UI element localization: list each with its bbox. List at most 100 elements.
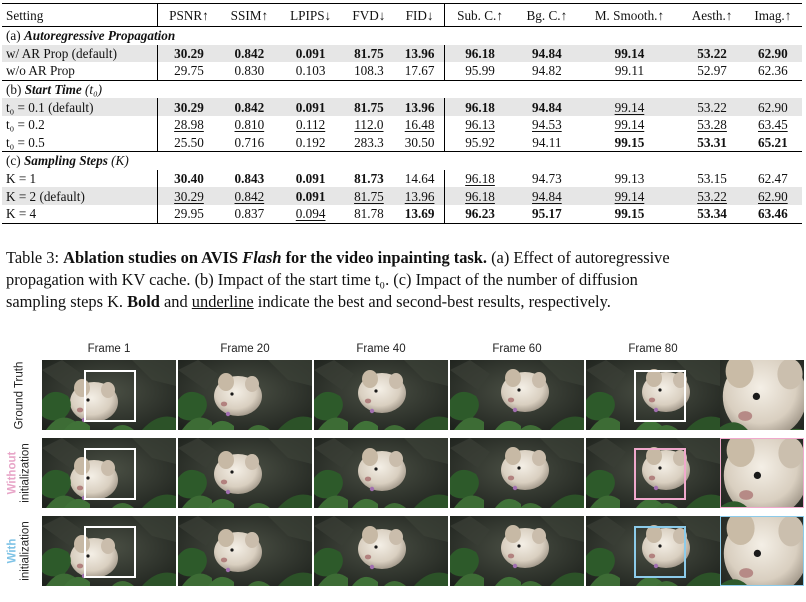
- table-cell: 13.96: [395, 98, 445, 116]
- cell-value: 94.84: [532, 45, 562, 61]
- table-cell: 95.17: [515, 205, 578, 223]
- cell-value: 99.15: [614, 206, 645, 222]
- table-cell: 99.14: [578, 98, 681, 116]
- table-row: K = 2 (default) 30.29 0.842 0.091 81.75 13.96…: [2, 187, 802, 205]
- cell-value: 0.112: [296, 117, 326, 133]
- table-cell: 108.3: [343, 62, 396, 80]
- caption-text-1: (a) Effect of autoregressive: [487, 248, 670, 267]
- column-header: LPIPS↓: [290, 7, 332, 23]
- cell-value: 96.23: [465, 206, 495, 222]
- table-cell: 94.11: [515, 134, 578, 152]
- column-header: PSNR↑: [156, 3, 220, 27]
- table-cell: 283.3: [343, 134, 396, 152]
- cell-value: 0.716: [234, 134, 265, 150]
- table-cell: 0.842: [219, 98, 279, 116]
- table-cell: 0.843: [220, 170, 279, 188]
- table-cell: 53.31: [680, 134, 743, 152]
- table-cell: 81.73: [343, 170, 396, 188]
- cell-value: 0.091: [295, 188, 326, 204]
- cell-value: 96.13: [465, 117, 495, 133]
- cell-value: 96.18: [465, 171, 495, 187]
- table-cell: 112.0: [343, 116, 396, 134]
- cell-value: 0.810: [234, 117, 265, 133]
- table-cell: 94.84: [515, 44, 579, 63]
- cell-value: 0.094: [295, 206, 326, 222]
- cell-value: 62.90: [758, 188, 788, 204]
- table-cell: 28.98: [156, 115, 220, 134]
- table-row: t₀ = 0.5 25.50 0.716 0.192 283.3 30.50 95.92 94…: [2, 133, 802, 152]
- row-label-text: Ground Truth: [14, 361, 27, 429]
- table-cell: 53.34: [680, 205, 743, 223]
- table-cell: 95.92: [443, 133, 516, 152]
- table-cell: 95.99: [443, 62, 516, 81]
- cell-value: 13.96: [404, 99, 435, 115]
- cell-value: 62.36: [758, 63, 788, 79]
- section-title-prefix: (a): [6, 28, 24, 44]
- video-frame: [178, 438, 312, 508]
- section-title-emphasis: Autoregressive Propagation: [23, 28, 176, 44]
- row-setting: w/ AR Prop (default): [2, 44, 158, 63]
- table-cell: 63.46: [744, 205, 802, 223]
- column-header: Bg. C.↑: [526, 7, 568, 23]
- table-cell: 14.64: [395, 170, 444, 188]
- table-cell: 0.192: [279, 134, 343, 152]
- cell-value: 95.99: [465, 63, 495, 79]
- cell-value: 30.40: [174, 171, 204, 187]
- table-cell: 99.15: [578, 134, 680, 152]
- row-label-accent: With: [7, 538, 20, 564]
- frame-label: Frame 60: [492, 343, 542, 355]
- cell-value: 63.46: [758, 206, 788, 222]
- row-label-text: Without initialization: [7, 443, 33, 502]
- table-cell: 62.90: [743, 98, 802, 116]
- cell-value: 0.842: [234, 45, 265, 61]
- frame-label: Frame 80: [628, 343, 678, 355]
- table-cell: 0.716: [220, 134, 279, 152]
- table-cell: 53.22: [680, 187, 744, 205]
- caption-label: Table 3:: [6, 248, 64, 267]
- cell-value: 112.0: [354, 117, 384, 133]
- caption-title-emphasis: Flash: [242, 248, 282, 267]
- table-row: t₀ = 0.2 28.98 0.810 0.112 112.0 16.48 96.13 94…: [2, 115, 802, 134]
- video-frame: [586, 438, 720, 508]
- table-caption: Table 3: Ablation studies on AVIS Flash …: [6, 247, 806, 313]
- video-frame: [178, 360, 312, 430]
- section-header-row: (a) Autoregressive Propagation: [2, 26, 802, 45]
- table-cell: 0.091: [279, 170, 343, 188]
- cell-value: 94.53: [532, 117, 562, 133]
- cell-value: 99.15: [614, 134, 645, 150]
- table-cell: 17.67: [395, 62, 444, 80]
- table-cell: 29.95: [156, 204, 220, 224]
- zoom-region-box: [634, 448, 686, 500]
- cell-value: 53.28: [697, 117, 727, 133]
- cell-value: 0.091: [295, 171, 326, 187]
- column-header: Aesth.↑: [691, 7, 733, 23]
- caption-title: Ablation studies on AVIS: [63, 248, 243, 267]
- cell-value: 53.15: [697, 171, 727, 187]
- table-header-row: Setting PSNR↑ SSIM↑ LPIPS↓ FVD↓ FID↓ Sub. C.↑ B…: [2, 3, 802, 27]
- cell-value: 25.50: [174, 134, 204, 150]
- table-cell: 30.29: [156, 44, 220, 63]
- cell-value: 65.21: [758, 134, 788, 150]
- cell-value: 0.192: [295, 134, 326, 150]
- column-header: Setting: [6, 7, 44, 23]
- caption-title-end: for the video inpainting task.: [281, 248, 487, 267]
- cell-value: 0.830: [234, 63, 265, 79]
- table-cell: 96.23: [443, 204, 516, 224]
- table-cell: 16.48: [395, 116, 444, 134]
- cell-value: 99.11: [614, 63, 645, 79]
- cell-value: 95.17: [532, 206, 562, 222]
- table-cell: 30.29: [156, 187, 220, 205]
- row-setting: t₀ = 0.1 (default): [2, 98, 158, 116]
- section-title-emphasis: Start Time: [24, 82, 82, 98]
- table-cell: 0.091: [278, 98, 343, 116]
- table-cell: 13.96: [395, 187, 445, 205]
- cell-value: 62.90: [758, 45, 788, 61]
- video-frame: [314, 438, 448, 508]
- table-cell: 96.13: [443, 115, 516, 134]
- table-cell: 81.75: [342, 98, 396, 116]
- table-cell: 52.97: [680, 62, 743, 80]
- table-cell: 94.84: [515, 187, 579, 205]
- video-frame: [450, 516, 584, 586]
- cell-value: 94.84: [532, 99, 562, 115]
- video-frame: [314, 360, 448, 430]
